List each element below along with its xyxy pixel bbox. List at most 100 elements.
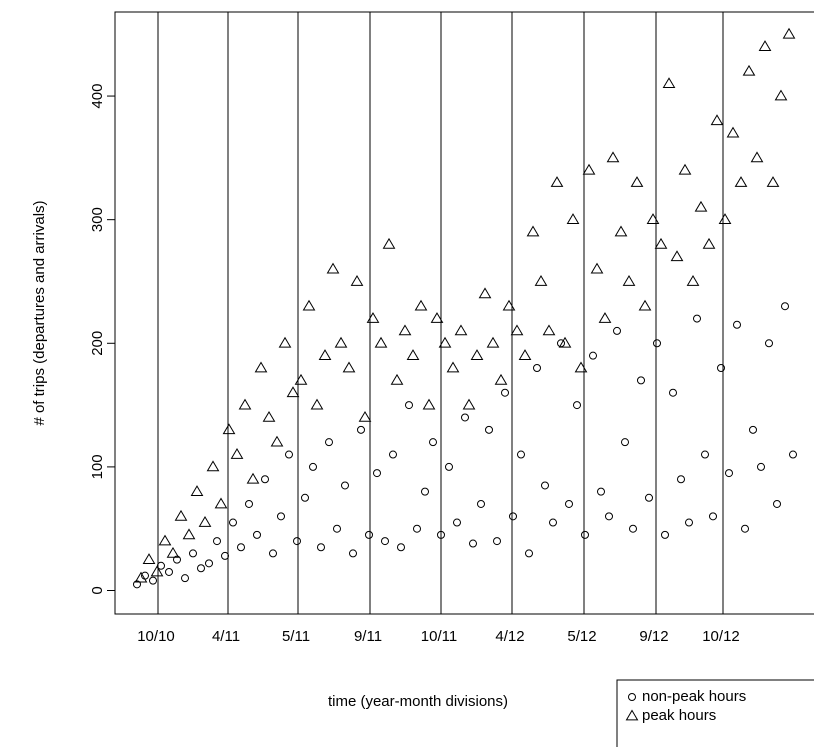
point (734, 176, 748, 187)
x-tick-label: 9/11 (354, 628, 382, 645)
point (549, 518, 557, 527)
point (309, 462, 317, 471)
point (446, 361, 460, 373)
point (717, 364, 725, 373)
point (478, 287, 492, 299)
point (333, 524, 341, 533)
point (693, 314, 701, 323)
point (341, 481, 349, 490)
point (654, 237, 668, 249)
point (222, 423, 236, 435)
point (166, 546, 180, 558)
point (502, 299, 516, 311)
point (286, 386, 300, 398)
point (318, 349, 332, 360)
y-tick-label: 400 (89, 84, 106, 109)
point (229, 518, 237, 527)
point (133, 580, 141, 589)
point (646, 213, 660, 225)
point (470, 349, 484, 360)
point (430, 312, 444, 323)
point (766, 176, 780, 187)
point (278, 336, 292, 348)
point (326, 262, 340, 274)
point (422, 398, 436, 410)
point (382, 237, 396, 249)
point (358, 410, 372, 422)
point (581, 530, 589, 539)
point (190, 485, 204, 496)
point (590, 262, 604, 274)
point (486, 336, 500, 348)
point (758, 40, 772, 51)
point (605, 512, 613, 521)
point (749, 425, 757, 434)
point (765, 339, 773, 348)
legend-marker (625, 709, 639, 721)
point (566, 213, 580, 225)
point (413, 524, 421, 533)
point (342, 361, 356, 373)
point (157, 561, 165, 570)
point (669, 388, 677, 397)
point (134, 571, 148, 583)
x-tick-label: 10/12 (702, 628, 740, 645)
point (701, 450, 709, 459)
point (670, 250, 684, 262)
point (149, 576, 157, 585)
point (221, 551, 229, 560)
point (293, 537, 301, 546)
point (269, 549, 277, 558)
point (373, 469, 381, 478)
point (230, 448, 244, 459)
legend-label: non-peak hours (642, 688, 746, 705)
point (589, 351, 597, 360)
point (381, 537, 389, 546)
point (501, 388, 509, 397)
point (214, 497, 228, 509)
y-tick-label: 0 (89, 586, 106, 594)
point (774, 89, 788, 101)
point (158, 534, 172, 546)
point (205, 559, 213, 568)
point (718, 213, 732, 225)
point (438, 336, 452, 348)
x-axis-label: time (year-month divisions) (328, 693, 508, 710)
x-tick-label: 5/11 (282, 628, 310, 645)
legend-box (616, 679, 814, 751)
point (782, 27, 796, 39)
plot-frame (114, 11, 814, 615)
point (414, 299, 428, 311)
point (494, 373, 508, 385)
point (469, 539, 477, 548)
point (421, 487, 429, 496)
x-tick-label: 10/10 (137, 628, 175, 645)
point (662, 77, 676, 89)
point (270, 435, 284, 447)
point (389, 450, 397, 459)
point (429, 438, 437, 447)
point (558, 336, 572, 348)
point (206, 460, 220, 472)
point (606, 151, 620, 163)
point (685, 518, 693, 527)
point (517, 450, 525, 459)
point (742, 64, 756, 76)
point (741, 524, 749, 533)
point (302, 299, 316, 311)
point (725, 469, 733, 478)
point (534, 274, 548, 286)
point (493, 537, 501, 546)
point (173, 555, 181, 564)
point (733, 320, 741, 329)
point (533, 364, 541, 373)
point (374, 336, 388, 348)
point (437, 530, 445, 539)
point (198, 516, 212, 527)
point (485, 425, 493, 434)
point (350, 274, 364, 286)
point (757, 462, 765, 471)
y-axis-label: # of trips (departures and arrivals) (31, 200, 48, 425)
point (238, 398, 252, 410)
